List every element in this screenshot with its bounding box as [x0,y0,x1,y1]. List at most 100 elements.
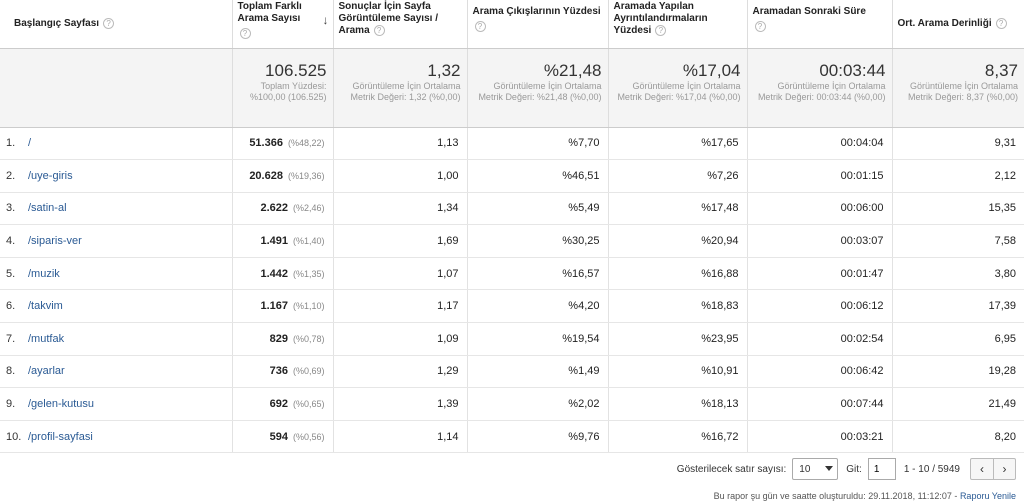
table-row: 6. /takvim 1.167 (%1,10) 1,17 %4,20 %18,83 00:0… [0,289,1024,324]
col-header-search-exits-label: Arama Çıkışlarının Yüzdesi [472,6,601,17]
refinements-summary: %17,04 Görüntüleme İçin Ortalama Metrik … [608,48,748,128]
searches-value: 1.442 [260,267,288,280]
searches-share: (%48,22) [287,138,325,149]
refinements-cell: %16,88 [608,257,748,291]
row-index: 1. [6,137,16,150]
page-link[interactable]: /gelen-kutusu [28,398,95,411]
page-link[interactable]: /muzik [28,267,60,280]
page-cell: 2. /uye-giris [0,159,233,193]
page-range: 1 - 10 / 5949 [903,463,960,475]
searches-cell: 1.442 (%1,35) [232,257,334,291]
table-row: 7. /mutfak 829 (%0,78) 1,09 %19,54 %23,95 00:02… [0,322,1024,356]
refinements-cell: %23,95 [608,322,748,356]
searches-value: 1.167 [260,300,288,313]
searches-value: 594 [269,430,288,443]
pageviews-per-search-summary: 1,32 Görüntüleme İçin Ortalama Metrik De… [333,48,468,128]
table-row: 9. /gelen-kutusu 692 (%0,65) 1,39 %2,02 %18,13… [0,387,1024,421]
refresh-report-link[interactable]: Raporu Yenile [959,491,1016,501]
page-cell: 4. /siparis-ver [0,224,233,258]
help-icon[interactable]: ? [239,28,251,39]
help-icon[interactable]: ? [373,25,385,36]
search-exits-cell: %5,49 [467,192,609,226]
search-exits-summary: %21,48 Görüntüleme İçin Ortalama Metrik … [467,48,609,128]
searches-cell: 736 (%0,69) [232,355,334,389]
help-icon[interactable]: ? [655,25,667,36]
pageviews-per-search-cell: 1,34 [333,192,468,226]
searches-value: 829 [269,332,288,345]
row-index: 5. [6,267,16,280]
total-subtext: Görüntüleme İçin Ortalama Metrik Değeri:… [478,80,602,102]
search-depth-cell: 7,58 [892,224,1024,258]
report-table: Başlangıç Sayfası? Toplam Farklı Arama S… [0,0,1024,454]
col-header-search-depth-label: Ort. Arama Derinliği [897,18,992,30]
report-footer: Bu rapor şu gün ve saatte oluşturuldu: 2… [714,491,1016,501]
page-cell: 10. /profil-sayfasi [0,420,233,454]
searches-cell: 829 (%0,78) [232,322,334,356]
col-header-page[interactable]: Başlangıç Sayfası? [0,0,233,49]
searches-value: 2.622 [260,202,288,215]
col-header-total-searches[interactable]: Toplam Farklı Arama Sayısı ? ↓ [232,0,334,49]
help-icon[interactable]: ? [103,18,115,30]
search-exits-cell: %16,57 [467,257,609,291]
search-exits-cell: %46,51 [467,159,609,193]
page-cell: 1. / [0,127,233,161]
time-after-search-cell: 00:02:54 [747,322,893,356]
page-link[interactable]: / [28,137,32,150]
pageviews-per-search-cell: 1,09 [333,322,468,356]
row-index: 3. [6,202,16,215]
next-page-button[interactable]: › [993,459,1015,479]
col-header-search-depth[interactable]: Ort. Arama Derinliği? [892,0,1024,49]
searches-cell: 1.167 (%1,10) [232,289,334,324]
searches-share: (%0,69) [292,366,325,377]
refinements-cell: %18,13 [608,387,748,421]
sort-desc-icon[interactable]: ↓ [322,13,329,27]
help-icon[interactable]: ? [995,18,1007,30]
page-link[interactable]: /profil-sayfasi [28,430,93,443]
refinements-cell: %17,48 [608,192,748,226]
time-after-search-cell: 00:03:21 [747,420,893,454]
searches-value: 1.491 [260,235,288,248]
go-to-page-input[interactable] [867,458,896,480]
table-row: 4. /siparis-ver 1.491 (%1,40) 1,69 %30,25 %20,… [0,224,1024,258]
row-index: 6. [6,300,16,313]
pageviews-per-search-cell: 1,07 [333,257,468,291]
row-index: 2. [6,169,16,182]
help-icon[interactable]: ? [474,21,486,32]
page-link[interactable]: /uye-giris [28,169,73,182]
time-after-search-cell: 00:06:00 [747,192,893,226]
total-value: 00:03:44 [819,60,886,80]
row-index: 10. [6,430,22,443]
search-depth-cell: 17,39 [892,289,1024,324]
page-cell: 9. /gelen-kutusu [0,387,233,421]
page-cell: 6. /takvim [0,289,233,324]
rows-per-page-select[interactable]: 10 [792,458,839,480]
search-depth-cell: 6,95 [892,322,1024,356]
page-link[interactable]: /siparis-ver [28,235,82,248]
col-header-search-exits[interactable]: Arama Çıkışlarının Yüzdesi ? [467,0,609,49]
col-header-refinements[interactable]: Aramada Yapılan Ayrıntılandırmaların Yüz… [608,0,748,49]
search-depth-summary: 8,37 Görüntüleme İçin Ortalama Metrik De… [892,48,1024,128]
page-cell: 5. /muzik [0,257,233,291]
search-exits-cell: %7,70 [467,127,609,161]
search-exits-cell: %30,25 [467,224,609,258]
page-link[interactable]: /satin-al [28,202,67,215]
total-subtext: Toplam Yüzdesi: %100,00 (106.525) [249,80,327,102]
col-header-time-after-search[interactable]: Aramadan Sonraki Süre ? [747,0,893,49]
total-value: %21,48 [543,60,602,80]
time-after-search-summary: 00:03:44 Görüntüleme İçin Ortalama Metri… [747,48,893,128]
searches-share: (%19,36) [287,170,325,181]
page-link[interactable]: /takvim [28,300,63,313]
search-depth-cell: 15,35 [892,192,1024,226]
prev-page-button[interactable]: ‹ [971,459,993,479]
row-index: 7. [6,332,16,345]
search-exits-cell: %1,49 [467,355,609,389]
help-icon[interactable]: ? [754,21,766,32]
col-header-pageviews-per-search[interactable]: Sonuçlar İçin Sayfa Görüntüleme Sayısı /… [333,0,468,49]
total-subtext: Görüntüleme İçin Ortalama Metrik Değeri:… [350,80,461,102]
search-depth-cell: 9,31 [892,127,1024,161]
page-link[interactable]: /ayarlar [28,365,65,378]
page-cell: 8. /ayarlar [0,355,233,389]
search-exits-cell: %4,20 [467,289,609,324]
col-header-time-after-search-label: Aramadan Sonraki Süre [752,6,866,17]
page-link[interactable]: /mutfak [28,332,65,345]
